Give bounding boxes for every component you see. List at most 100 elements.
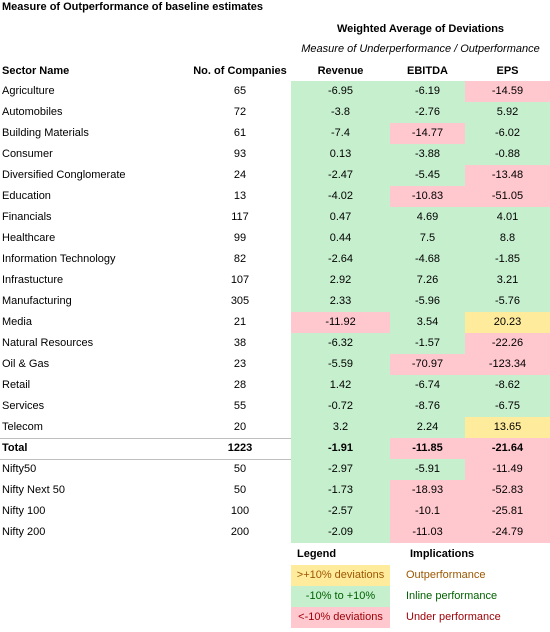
cell: -6.32 — [291, 333, 390, 354]
row-label: Infrastucture — [2, 274, 64, 286]
cell: -1.57 — [390, 333, 465, 354]
cell: -22.26 — [465, 333, 550, 354]
cell: -25.81 — [465, 501, 550, 522]
cell: 99 — [233, 232, 247, 244]
row-label: Manufacturing — [2, 295, 72, 307]
cell: 20 — [233, 421, 247, 433]
cell: 61 — [233, 127, 247, 139]
cell: 8.8 — [465, 228, 550, 249]
cell: 50 — [233, 484, 247, 496]
cell: 38 — [233, 337, 247, 349]
row-label: Media — [2, 316, 32, 328]
cell: -2.09 — [291, 522, 390, 543]
cell: 21 — [233, 316, 247, 328]
column-header: EBITDA — [407, 65, 448, 77]
cell: -10.83 — [390, 186, 465, 207]
cell: -5.76 — [465, 291, 550, 312]
row-label: Nifty Next 50 — [2, 484, 65, 496]
cell: -6.02 — [465, 123, 550, 144]
group-header: Weighted Average of Deviations — [336, 23, 505, 35]
legend-swatch: -10% to +10% — [291, 586, 390, 607]
cell: 4.01 — [465, 207, 550, 228]
legend-implications-title: Implications — [410, 548, 475, 560]
cell: 0.47 — [291, 207, 390, 228]
cell: 107 — [230, 274, 250, 286]
legend-meaning: Outperformance — [406, 569, 486, 581]
row-label: Total — [2, 442, 28, 454]
cell: 93 — [233, 148, 247, 160]
cell: -2.57 — [291, 501, 390, 522]
cell: 1.42 — [291, 375, 390, 396]
cell: -13.48 — [465, 165, 550, 186]
row-label: Diversified Conglomerate — [2, 169, 126, 181]
legend-title: Legend — [297, 548, 337, 560]
row-label: Agriculture — [2, 85, 55, 97]
cell: -5.96 — [390, 291, 465, 312]
title: Measure of Outperformance of baseline es… — [2, 1, 264, 13]
cell: 3.54 — [390, 312, 465, 333]
cell: 200 — [230, 526, 250, 538]
cell: 50 — [233, 463, 247, 475]
cell: -3.88 — [390, 144, 465, 165]
legend-meaning: Under performance — [406, 611, 501, 623]
cell: 3.2 — [291, 417, 390, 438]
row-label: Oil & Gas — [2, 358, 50, 370]
row-label: Building Materials — [2, 127, 89, 139]
cell: -14.77 — [390, 123, 465, 144]
cell: -123.34 — [465, 354, 550, 375]
cell: 13.65 — [465, 417, 550, 438]
cell: 20.23 — [465, 312, 550, 333]
cell: 4.69 — [390, 207, 465, 228]
column-header: No. of Companies — [193, 65, 287, 77]
cell: 2.33 — [291, 291, 390, 312]
row-label: Financials — [2, 211, 52, 223]
cell: -18.93 — [390, 480, 465, 501]
row-label: Services — [2, 400, 45, 412]
cell: 3.21 — [465, 270, 550, 291]
cell: -7.4 — [291, 123, 390, 144]
cell: -5.59 — [291, 354, 390, 375]
cell: 0.13 — [291, 144, 390, 165]
cell: -6.19 — [390, 81, 465, 102]
subheader: Measure of Underperformance / Outperform… — [301, 43, 540, 55]
row-label: Information Technology — [2, 253, 116, 265]
cell: 28 — [233, 379, 247, 391]
cell: -5.45 — [390, 165, 465, 186]
cell: -14.59 — [465, 81, 550, 102]
cell: -2.76 — [390, 102, 465, 123]
cell: 5.92 — [465, 102, 550, 123]
cell: -24.79 — [465, 522, 550, 543]
cell: 100 — [230, 505, 250, 517]
cell: -52.83 — [465, 480, 550, 501]
cell: -2.47 — [291, 165, 390, 186]
cell: 7.26 — [390, 270, 465, 291]
cell: -11.03 — [390, 522, 465, 543]
column-header: EPS — [496, 65, 519, 77]
cell: -8.76 — [390, 396, 465, 417]
rule — [0, 459, 550, 460]
cell: 55 — [233, 400, 247, 412]
cell: -6.95 — [291, 81, 390, 102]
cell: 72 — [233, 106, 247, 118]
cell: 7.5 — [390, 228, 465, 249]
row-label: Nifty 100 — [2, 505, 46, 517]
cell: -1.91 — [291, 438, 390, 459]
cell: 65 — [233, 85, 247, 97]
rule — [0, 438, 550, 439]
cell: 13 — [233, 190, 247, 202]
legend-swatch: <-10% deviations — [291, 607, 390, 628]
cell: -2.64 — [291, 249, 390, 270]
row-label: Automobiles — [2, 106, 63, 118]
row-label: Education — [2, 190, 51, 202]
cell: -4.68 — [390, 249, 465, 270]
legend-meaning: Inline performance — [406, 590, 498, 602]
row-label: Retail — [2, 379, 31, 391]
row-label: Telecom — [2, 421, 43, 433]
column-header: Revenue — [317, 65, 364, 77]
cell: -11.92 — [291, 312, 390, 333]
cell: 0.44 — [291, 228, 390, 249]
cell: -1.85 — [465, 249, 550, 270]
row-label: Natural Resources — [2, 337, 94, 349]
cell: -11.49 — [465, 459, 550, 480]
